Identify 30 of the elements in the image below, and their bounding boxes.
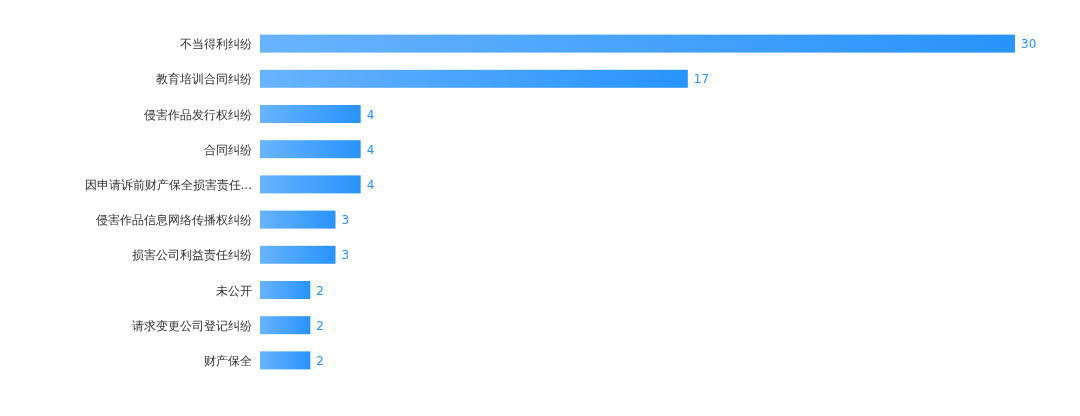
y-tick-label: 教育培训合同纠纷 — [156, 72, 252, 87]
data-label: 2 — [316, 353, 324, 368]
data-label: 17 — [693, 72, 710, 87]
data-label: 2 — [316, 318, 324, 333]
y-tick-label: 合同纠纷 — [204, 142, 252, 157]
y-tick-label: 财产保全 — [204, 353, 252, 368]
data-label: 30 — [1021, 37, 1037, 52]
y-tick-label: 侵害作品发行权纠纷 — [144, 107, 252, 122]
bar — [260, 34, 1015, 53]
bar — [260, 351, 311, 370]
bar — [260, 105, 361, 123]
y-tick-label: 损害公司利益责任纠纷 — [132, 248, 252, 263]
data-label: 3 — [341, 213, 350, 228]
data-label: 2 — [316, 283, 324, 298]
bar — [260, 69, 688, 88]
bar — [260, 281, 311, 299]
y-tick-label: 请求变更公司登记纠纷 — [132, 318, 252, 333]
data-label: 4 — [366, 177, 375, 192]
y-tick-label: 因申请诉前财产保全损害责任... — [84, 177, 252, 192]
data-label: 3 — [341, 248, 350, 263]
y-tick-label: 侵害作品信息网络传播权纠纷 — [96, 213, 252, 228]
bar — [260, 140, 361, 159]
y-tick-label: 不当得利纠纷 — [180, 37, 252, 52]
bar — [260, 210, 336, 229]
bar — [260, 175, 361, 194]
bar — [260, 245, 336, 264]
bar — [260, 316, 311, 335]
y-tick-label: 未公开 — [216, 283, 252, 298]
data-label: 4 — [366, 142, 375, 157]
data-label: 4 — [366, 107, 375, 122]
